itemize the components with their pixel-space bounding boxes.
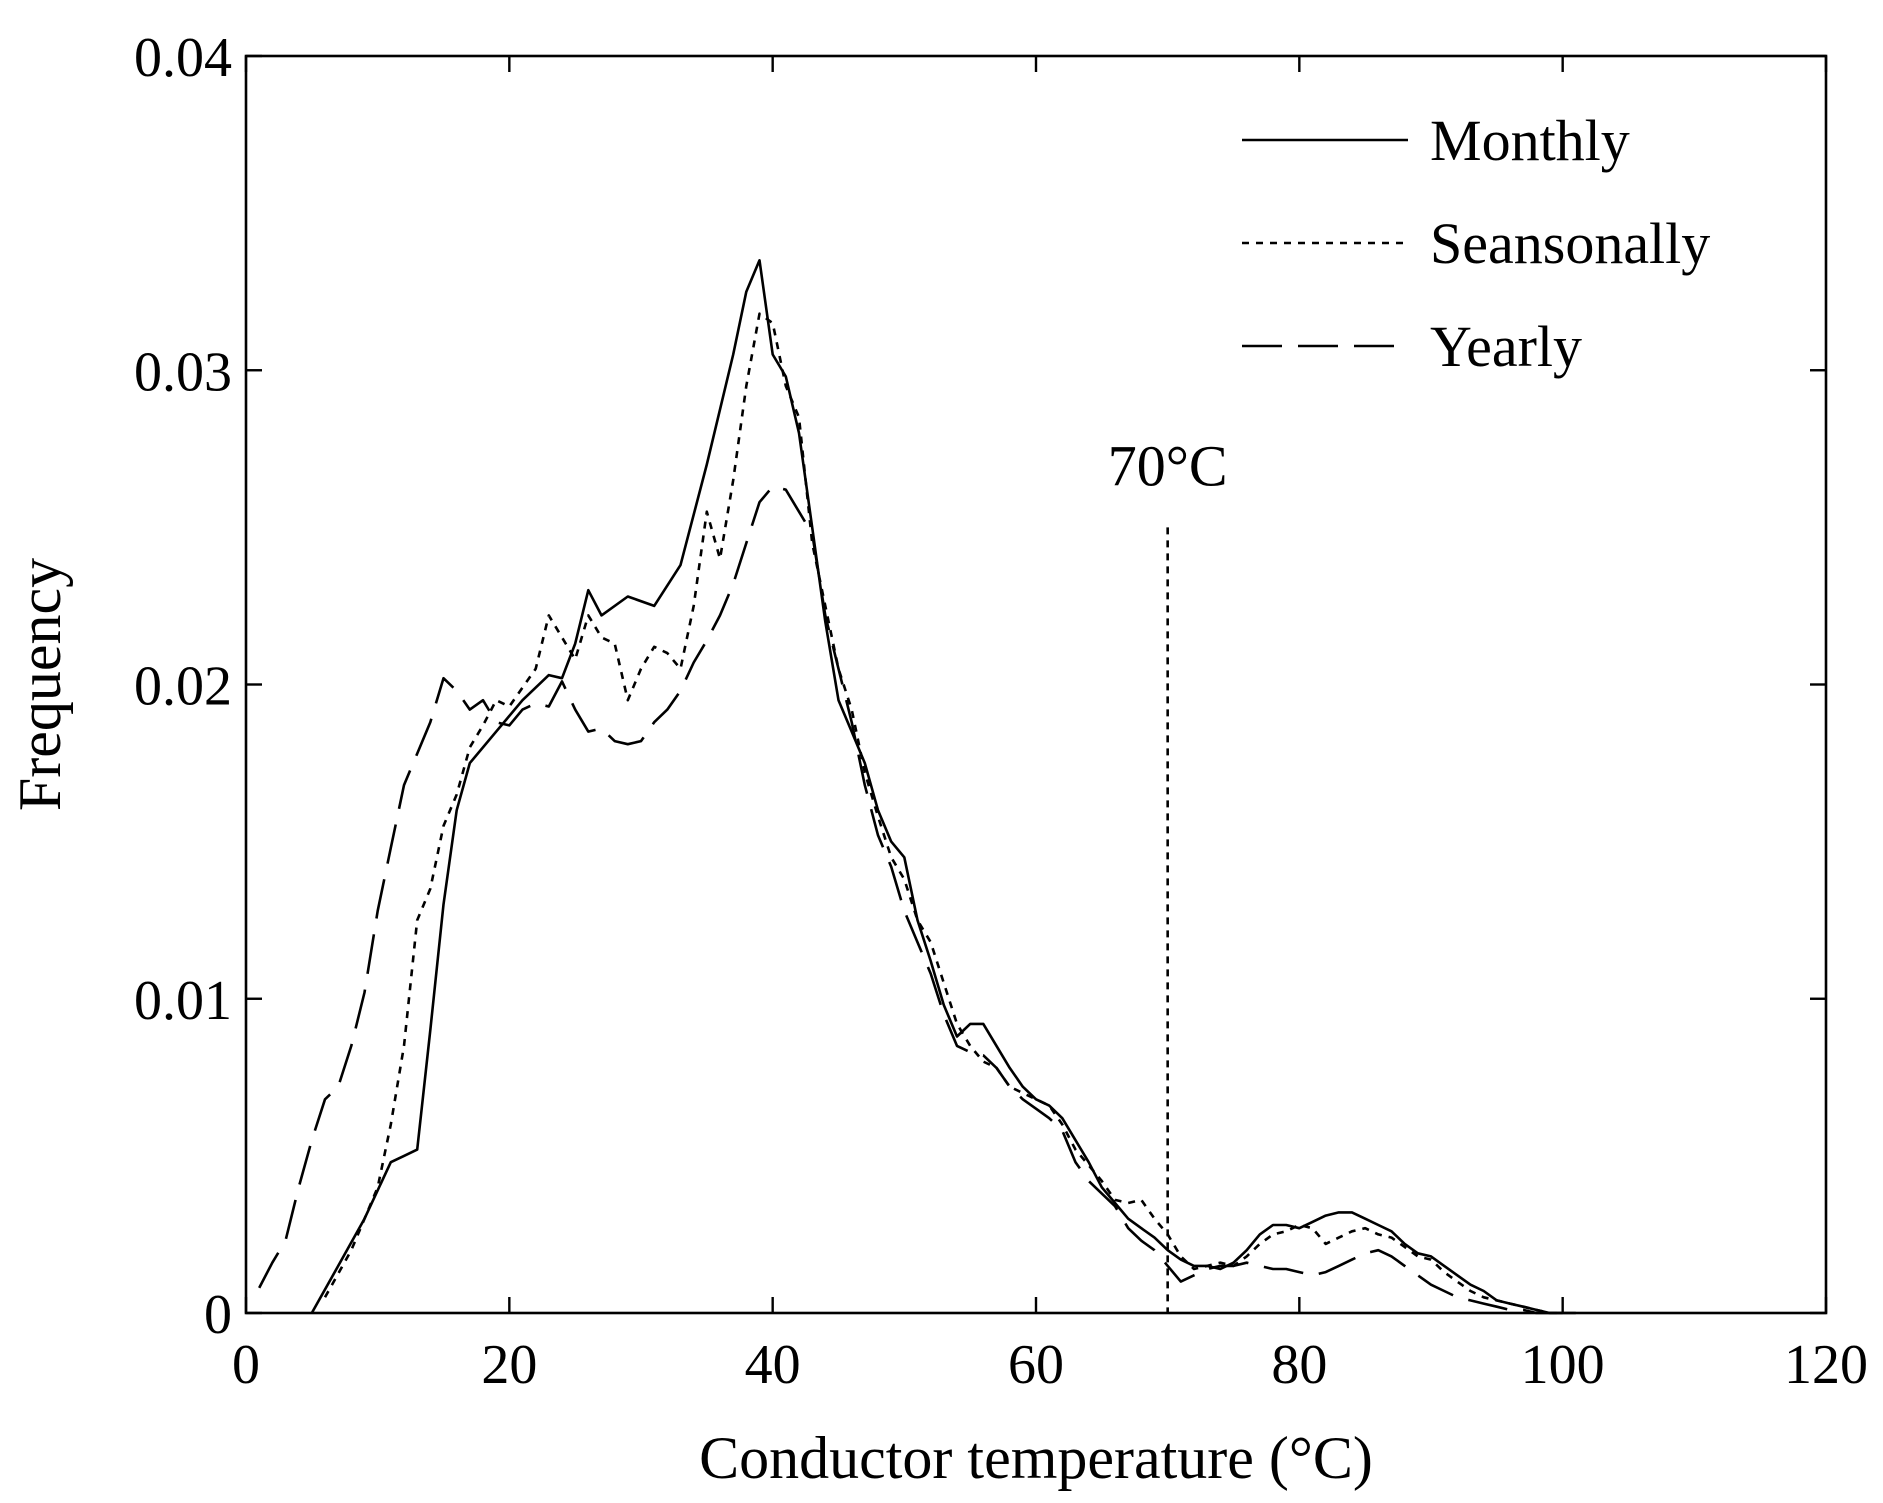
y-axis-title: Frequency (7, 558, 73, 811)
x-tick-label: 40 (745, 1334, 801, 1396)
series-group (258, 259, 1576, 1315)
series-yearly-line (258, 485, 1563, 1315)
x-axis-title: Conductor temperature (°C) (699, 1425, 1373, 1491)
x-tick-label: 120 (1784, 1334, 1868, 1396)
x-tick-label: 20 (481, 1334, 537, 1396)
x-tick-label: 60 (1008, 1334, 1064, 1396)
axes: 0 20 40 60 80 100 120 0 0.01 0.02 0.03 0.04 (134, 27, 1868, 1396)
annotation-group: 70°C (1108, 433, 1228, 1313)
annotation-label: 70°C (1108, 433, 1228, 498)
x-tick-label: 100 (1521, 1334, 1605, 1396)
x-tick-label: 0 (232, 1334, 260, 1396)
series-monthly-line (310, 259, 1576, 1315)
y-tick-label: 0.01 (134, 970, 232, 1032)
legend-label-monthly: Monthly (1430, 108, 1630, 173)
x-tick-label: 80 (1271, 1334, 1327, 1396)
y-tick-label: 0 (204, 1284, 232, 1346)
series-seansonally-line (323, 312, 1563, 1315)
legend-label-seansonally: Seansonally (1430, 211, 1710, 276)
y-tick-label: 0.04 (134, 27, 232, 89)
legend: Monthly Seansonally Yearly (1242, 108, 1710, 379)
y-tick-label: 0.02 (134, 656, 232, 718)
legend-label-yearly: Yearly (1430, 314, 1582, 379)
y-tick-label: 0.03 (134, 341, 232, 403)
